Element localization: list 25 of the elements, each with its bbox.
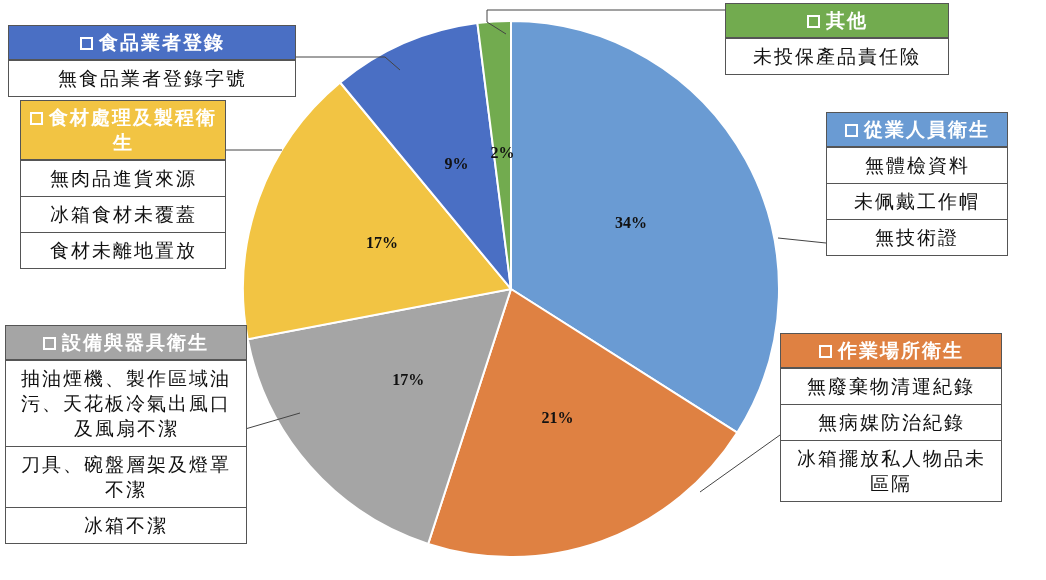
legend-label: 食品業者登錄 — [98, 31, 225, 53]
legend-label: 食材處理及製程衛生 — [48, 106, 217, 153]
legend-label: 其他 — [825, 9, 868, 31]
data-label: 34% — [615, 214, 648, 232]
legend-label: 從業人員衛生 — [863, 118, 990, 140]
data-label: 17% — [366, 234, 399, 252]
text: 冰箱不潔 — [84, 514, 168, 536]
text: 無廢棄物清運紀錄 — [807, 375, 975, 397]
data-label: 17% — [392, 371, 425, 389]
data-label: 9% — [444, 154, 469, 172]
text: 無體檢資料 — [864, 154, 970, 176]
text: 抽油煙機、製作區域油污、天花板冷氣出風口及風扇不潔 — [21, 367, 231, 439]
text: 無病媒防治紀錄 — [817, 411, 965, 433]
data-label: 21% — [541, 409, 574, 427]
text: 無肉品進貨來源 — [49, 167, 197, 189]
legend-label: 作業場所衛生 — [837, 339, 964, 361]
legend-label: 設備與器具衛生 — [62, 331, 209, 353]
text: 未投保產品責任險 — [753, 45, 921, 67]
text: 刀具、碗盤層架及燈罩不潔 — [21, 453, 231, 500]
text: 冰箱擺放私人物品未區隔 — [796, 447, 986, 494]
text: 未佩戴工作帽 — [854, 190, 980, 212]
text: 無食品業者登錄字號 — [57, 67, 247, 89]
text: 食材未離地置放 — [49, 239, 197, 261]
text: 無技術證 — [875, 226, 959, 248]
text: 冰箱食材未覆蓋 — [49, 203, 197, 225]
